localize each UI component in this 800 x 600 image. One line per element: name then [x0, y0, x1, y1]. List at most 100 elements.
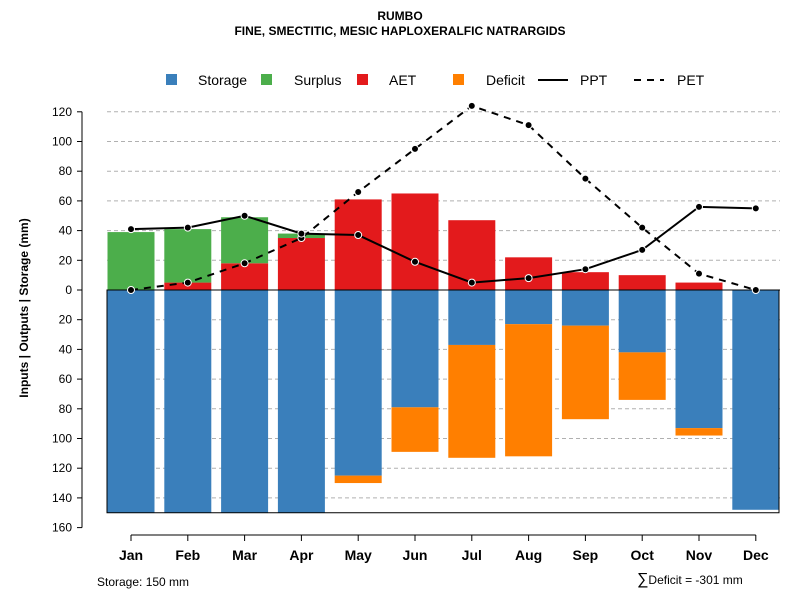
deficit-bar	[391, 407, 439, 452]
storage-footnote: Storage: 150 mm	[97, 575, 190, 589]
deficit-bar	[448, 344, 496, 458]
y-tick-label: 120	[52, 461, 72, 475]
ppt-line-point	[695, 202, 703, 211]
aet-bar	[618, 275, 666, 290]
storage-bar	[732, 290, 780, 510]
ppt-line	[130, 205, 756, 284]
y-tick-label: 120	[52, 105, 72, 119]
x-tick-label: Dec	[743, 547, 769, 563]
deficit-bar	[618, 352, 666, 400]
legend-surplus-swatch	[261, 74, 272, 85]
x-tick-label: Mar	[232, 547, 257, 563]
pet-line-point	[240, 259, 249, 268]
deficit-footnote: ∑Deficit = -301 mm	[637, 571, 743, 589]
storage-bar	[164, 290, 212, 513]
pet-line-point	[411, 144, 419, 153]
surplus-bar	[107, 232, 155, 290]
x-tick-label: May	[345, 547, 372, 563]
legend-deficit-label: Deficit	[486, 72, 525, 88]
legend-aet-label: AET	[389, 72, 417, 88]
x-tick-label: Oct	[631, 547, 655, 563]
y-axis-label: Inputs | Outputs | Storage (mm)	[17, 218, 31, 397]
pet-line-point	[354, 187, 363, 196]
y-tick-label: 100	[52, 135, 72, 149]
deficit-total: Deficit = -301 mm	[648, 573, 743, 587]
aet-bar	[448, 220, 496, 290]
storage-bar	[675, 290, 723, 429]
ppt-line-point	[354, 231, 363, 240]
legend-ppt-label: PPT	[580, 72, 608, 88]
chart-subtitle: FINE, SMECTITIC, MESIC HAPLOXERALFIC NAT…	[234, 24, 566, 38]
pet-line-point	[581, 174, 590, 183]
deficit-bar	[561, 325, 609, 420]
aet-bar	[221, 263, 269, 290]
storage-bar	[618, 290, 666, 353]
pet-line-point	[524, 121, 533, 130]
legend-aet-swatch	[357, 74, 368, 85]
ppt-line-point	[297, 229, 306, 238]
aet-bar	[391, 193, 439, 290]
storage-bar	[221, 290, 269, 513]
pet-line	[130, 104, 757, 291]
chart-title: RUMBO	[377, 9, 423, 23]
y-tick-label: 20	[59, 253, 73, 267]
ppt-line-point	[467, 278, 476, 287]
y-tick-label: 20	[59, 313, 73, 327]
x-tick-label: Sep	[573, 547, 599, 563]
storage-bar	[391, 290, 439, 408]
x-tick-label: Apr	[289, 547, 314, 563]
ppt-line-point	[581, 265, 590, 274]
aet-bar	[561, 272, 609, 290]
aet-bar	[675, 282, 723, 290]
aet-bar	[505, 257, 553, 290]
x-tick-label: Nov	[686, 547, 713, 563]
pet-line-point	[127, 286, 135, 294]
y-tick-label: 60	[59, 372, 73, 386]
storage-bar	[334, 290, 382, 476]
pet-line-point	[638, 223, 647, 232]
storage-bar	[505, 290, 553, 325]
ppt-line-point	[411, 257, 419, 266]
storage-bar	[277, 290, 325, 513]
ppt-line-point	[751, 204, 760, 213]
storage-bar	[107, 290, 155, 513]
aet-bar	[277, 238, 325, 290]
y-tick-label: 100	[52, 432, 72, 446]
deficit-bar	[334, 475, 382, 484]
y-tick-label: 40	[59, 342, 73, 356]
x-tick-label: Jan	[119, 547, 143, 563]
y-tick-label: 40	[59, 224, 73, 238]
pet-line-point	[695, 269, 703, 278]
y-tick-label: 80	[59, 402, 73, 416]
ppt-line-point	[183, 223, 192, 232]
deficit-bar	[675, 428, 723, 436]
x-tick-label: Jul	[462, 547, 482, 563]
legend-storage-label: Storage	[198, 72, 247, 88]
y-tick-label: 60	[59, 194, 73, 208]
deficit-bar	[505, 324, 553, 457]
y-tick-label: 140	[52, 491, 72, 505]
ppt-line-point	[524, 274, 533, 283]
x-tick-label: Feb	[175, 547, 200, 563]
ppt-line-point	[240, 211, 249, 220]
y-tick-label: 160	[52, 521, 72, 535]
sum-symbol: ∑	[637, 571, 649, 588]
legend-storage-swatch	[166, 74, 177, 85]
pet-line-point	[467, 101, 476, 110]
pet-line-point	[183, 278, 192, 287]
x-tick-label: Jun	[403, 547, 428, 563]
legend-deficit-swatch	[453, 74, 464, 85]
legend-surplus-label: Surplus	[294, 72, 341, 88]
legend-pet-label: PET	[677, 72, 705, 88]
y-tick-label: 0	[65, 283, 72, 297]
ppt-line-point	[127, 225, 135, 234]
x-tick-label: Aug	[515, 547, 542, 563]
y-tick-label: 80	[59, 164, 73, 178]
pet-line-point	[751, 286, 760, 294]
storage-bar	[561, 290, 609, 326]
ppt-line-point	[638, 245, 647, 254]
aet-bar	[334, 199, 382, 290]
storage-bar	[448, 290, 496, 345]
surplus-bar	[164, 229, 212, 283]
